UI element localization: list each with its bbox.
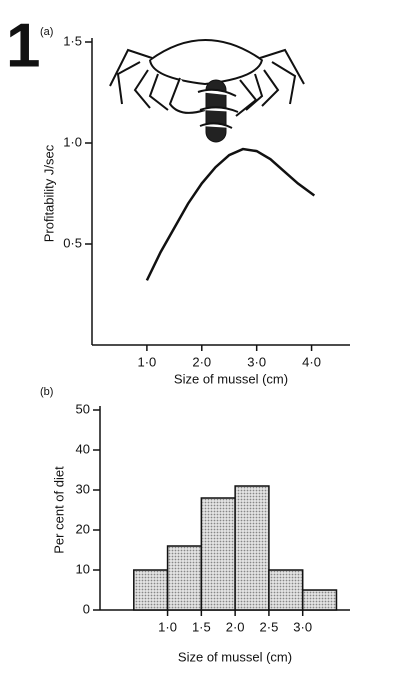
x-tick-label: 1·0 [137, 354, 156, 369]
x-tick-label: 3·0 [293, 619, 312, 634]
y-tick-label: 0·5 [63, 235, 82, 250]
panel-label: (b) [40, 386, 53, 398]
x-tick-label: 4·0 [302, 354, 321, 369]
y-tick-label: 0 [83, 601, 90, 616]
y-tick-label: 1·0 [63, 134, 82, 149]
y-tick-label: 30 [76, 481, 90, 496]
y-tick-label: 40 [76, 441, 90, 456]
y-tick-label: 10 [76, 561, 90, 576]
panel-label: (a) [40, 26, 53, 38]
x-tick-label: 1·0 [158, 619, 177, 634]
x-tick-label: 2·0 [192, 354, 211, 369]
crab-illustration [109, 39, 305, 143]
y-tick-label: 1·5 [63, 33, 82, 48]
y-tick-label: 50 [76, 401, 90, 416]
x-axis-label: Size of mussel (cm) [174, 371, 288, 386]
x-tick-label: 2·0 [226, 619, 245, 634]
x-tick-label: 3·0 [247, 354, 266, 369]
x-tick-label: 1·5 [192, 619, 211, 634]
histogram-bar-texture [168, 547, 201, 609]
y-tick-label: 20 [76, 521, 90, 536]
histogram-bar-texture [134, 571, 167, 609]
histogram-bar-texture [202, 499, 235, 609]
y-axis-label: Per cent of diet [51, 466, 66, 554]
x-tick-label: 2·5 [260, 619, 279, 634]
histogram-bar-texture [236, 487, 268, 609]
line [145, 147, 316, 281]
x-axis-label: Size of mussel (cm) [178, 649, 292, 664]
y-axis-label: Profitability J/sec [41, 144, 56, 242]
histogram-bar-texture [303, 591, 336, 609]
figure-number: 1 [6, 11, 40, 80]
histogram-bar-texture [269, 571, 302, 609]
